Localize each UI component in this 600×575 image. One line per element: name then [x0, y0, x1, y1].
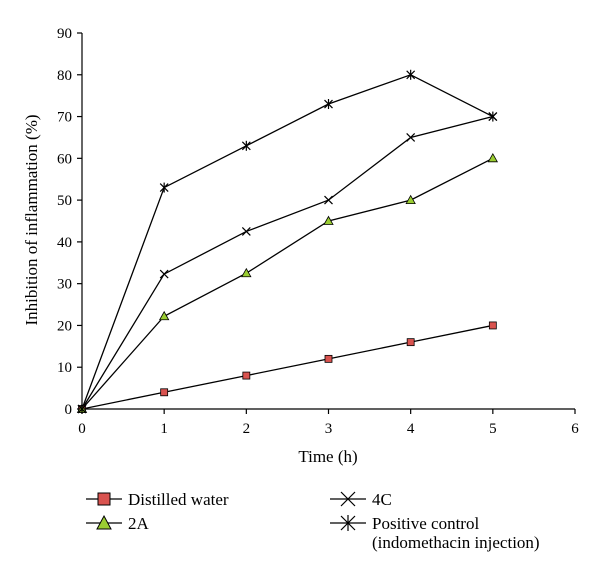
data-point-x — [324, 195, 333, 205]
data-point-star — [488, 111, 498, 122]
data-point-star — [324, 99, 333, 110]
data-point-square — [160, 388, 169, 397]
x-axis-title: Time (h) — [298, 447, 357, 466]
y-tick-labels: 0 10 20 30 40 50 60 70 80 90 — [57, 26, 72, 418]
series-line-0 — [81, 324, 493, 410]
data-point-triangle — [405, 194, 416, 205]
data-point-star — [406, 69, 416, 80]
y-tick-label: 80 — [57, 68, 72, 84]
data-point-star — [241, 140, 251, 151]
y-tick-label: 20 — [57, 318, 72, 334]
y-tick-label: 40 — [57, 235, 72, 251]
data-point-square — [324, 354, 333, 363]
data-point-square — [406, 338, 415, 347]
data-point-star — [77, 404, 87, 414]
data-point-triangle — [241, 267, 252, 278]
data-point-square — [488, 321, 497, 330]
data-point-triangle — [158, 310, 170, 321]
y-axis-title: Inhibition of inflammation (%) — [22, 114, 41, 325]
x-tick-label: 1 — [160, 421, 168, 437]
data-point-square — [242, 371, 251, 380]
x-tick-label: 3 — [325, 421, 333, 437]
x-tick-label: 4 — [407, 421, 415, 437]
axes — [77, 32, 576, 414]
data-point-x — [406, 133, 416, 142]
x-tick-label: 2 — [243, 421, 251, 437]
x-tick-label: 5 — [489, 421, 497, 437]
data-point-triangle — [487, 153, 499, 163]
y-tick-label: 50 — [57, 193, 72, 209]
data-point-x — [159, 269, 169, 279]
x-tick-label: 0 — [78, 421, 86, 437]
data-point-star — [159, 182, 169, 193]
data-point-triangle — [323, 215, 334, 225]
data-point-x — [241, 227, 251, 236]
x-tick-labels: 0 1 2 3 4 5 6 — [78, 421, 579, 437]
series-line-2 — [81, 115, 493, 410]
y-tick-label: 0 — [65, 402, 73, 418]
y-tick-label: 70 — [57, 110, 72, 126]
series-lines — [81, 74, 494, 410]
series-line-3 — [81, 74, 494, 410]
y-tick-label: 90 — [57, 26, 72, 42]
series-line-1 — [81, 157, 494, 410]
series-markers — [76, 69, 499, 414]
y-tick-label: 10 — [57, 360, 72, 376]
y-tick-label: 30 — [57, 277, 72, 293]
y-tick-label: 60 — [57, 151, 72, 167]
x-tick-label: 6 — [571, 421, 579, 437]
